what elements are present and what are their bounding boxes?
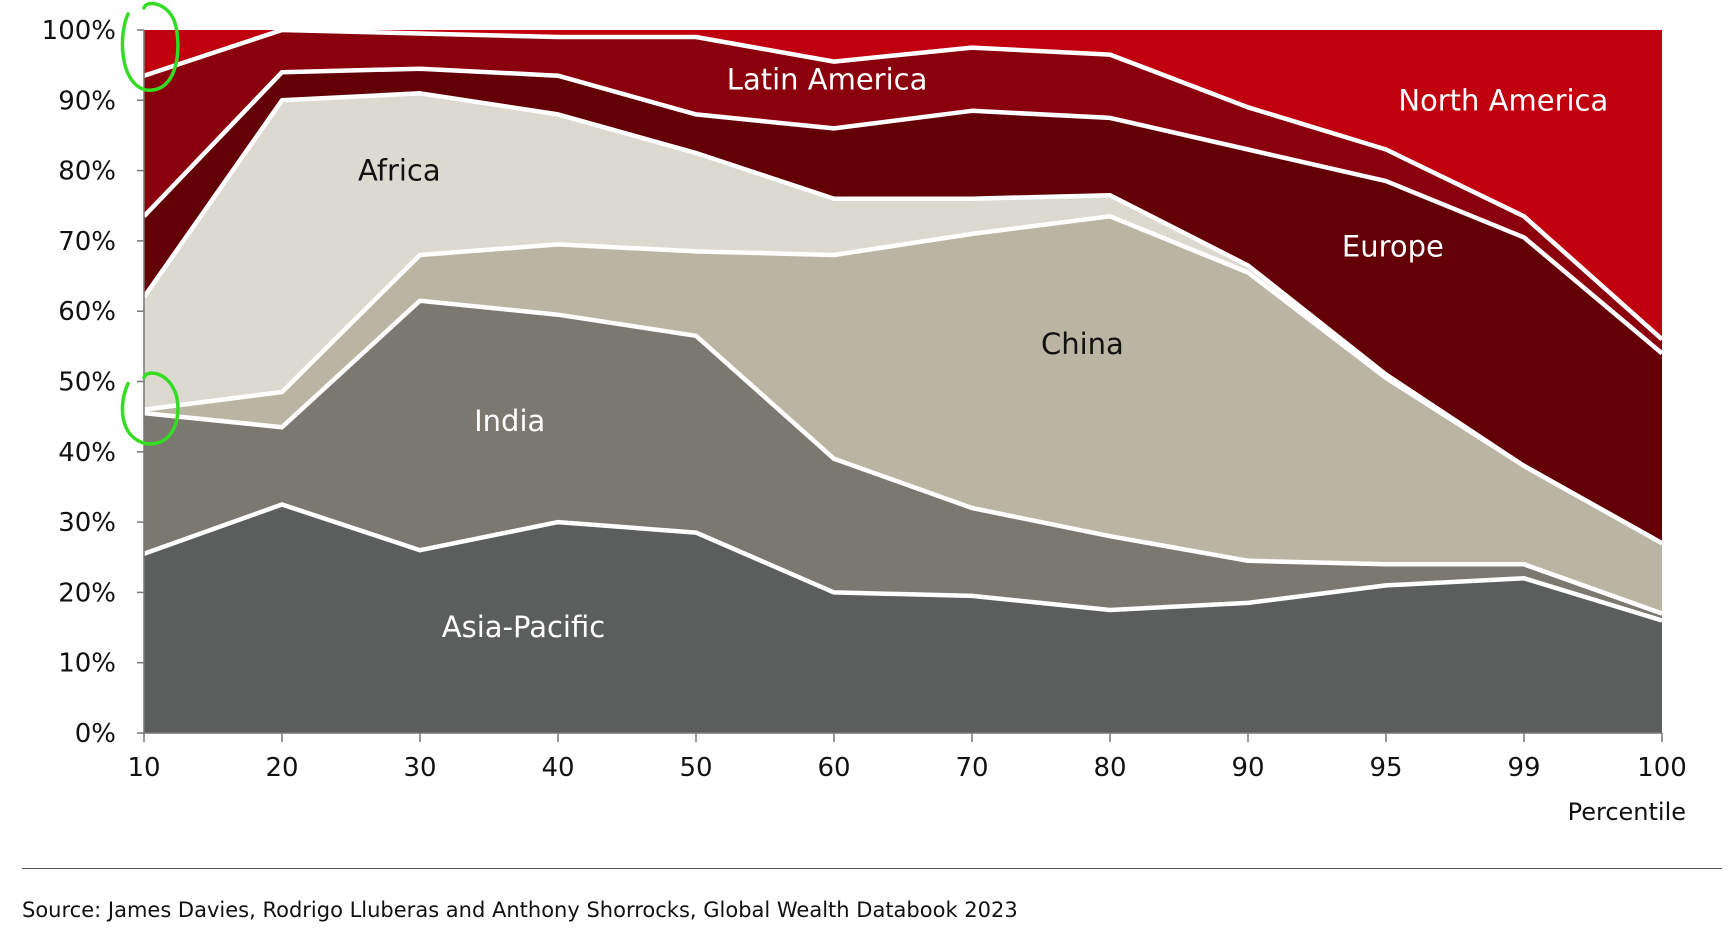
- x-tick-label: 99: [1507, 753, 1540, 783]
- series-label-north-america: North America: [1398, 84, 1608, 118]
- x-tick-label: 80: [1093, 753, 1126, 783]
- y-tick-label: 100%: [42, 16, 116, 46]
- y-tick-label: 30%: [58, 508, 116, 538]
- x-tick-label: 90: [1231, 753, 1264, 783]
- y-tick-label: 70%: [58, 227, 116, 257]
- boundary-latin-america: [143, 27, 1664, 341]
- x-tick-label: 10: [127, 753, 160, 783]
- area-layer: [144, 30, 1662, 733]
- x-tick-label: 30: [403, 753, 436, 783]
- x-tick-label: 20: [265, 753, 298, 783]
- y-tick-label: 10%: [58, 649, 116, 679]
- axes: 0% 10% 20% 30% 40% 50% 60% 70% 80% 90% 100% 10 20 30 4…: [42, 16, 1687, 826]
- x-tick-label: 95: [1369, 753, 1402, 783]
- x-tick-label: 100: [1637, 753, 1687, 783]
- boundary-china: [143, 214, 1664, 546]
- x-tick-label: 40: [541, 753, 574, 783]
- area-latin-america: [144, 30, 1662, 354]
- series-labels: Asia-Pacific India China Africa Europe Latin …: [358, 62, 1608, 644]
- y-tick-label: 90%: [58, 86, 116, 116]
- area-asia-pacific: [144, 504, 1662, 733]
- area-china: [144, 216, 1662, 614]
- y-tick-label: 40%: [58, 438, 116, 468]
- boundary-africa: [142, 91, 1664, 546]
- series-label-africa: Africa: [358, 153, 441, 187]
- x-tick-label: 70: [955, 753, 988, 783]
- y-tick-label: 50%: [58, 368, 116, 398]
- series-label-india: India: [474, 404, 545, 438]
- divider-line: [22, 868, 1722, 869]
- series-label-china: China: [1041, 327, 1124, 361]
- highlight-circle-2: [120, 371, 180, 446]
- y-tick-label: 0%: [75, 719, 116, 749]
- x-tick-label: 50: [679, 753, 712, 783]
- area-india: [144, 300, 1662, 621]
- area-africa: [144, 93, 1662, 544]
- source-note: Source: James Davies, Rodrigo Lluberas a…: [22, 898, 1018, 922]
- x-tick-label: 60: [817, 753, 850, 783]
- highlight-circle-1: [120, 1, 180, 92]
- area-europe: [144, 68, 1662, 544]
- boundary-india: [143, 298, 1663, 616]
- y-tick-label: 80%: [58, 157, 116, 187]
- boundary-europe: [142, 66, 1664, 356]
- boundary-asia-pacific: [143, 502, 1663, 623]
- y-tick-label: 60%: [58, 297, 116, 327]
- series-label-europe: Europe: [1342, 229, 1444, 263]
- y-tick-label: 20%: [58, 578, 116, 608]
- series-label-asia-pacific: Asia-Pacific: [442, 610, 605, 644]
- annotation-layer: [120, 1, 180, 446]
- series-label-latin-america: Latin America: [727, 62, 928, 96]
- area-north-america: [144, 30, 1662, 340]
- x-axis-title: Percentile: [1568, 798, 1686, 826]
- boundary-lines: [142, 27, 1664, 623]
